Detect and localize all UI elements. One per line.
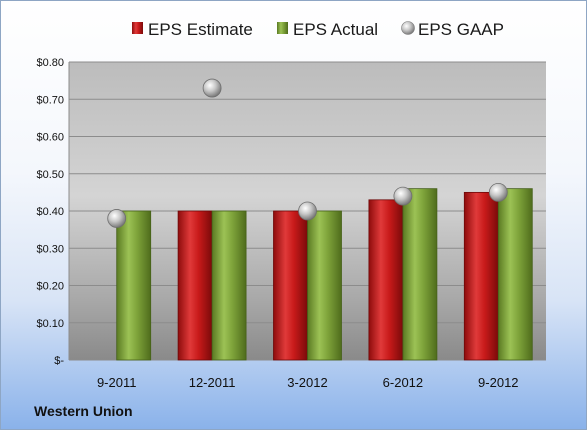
company-name: Western Union: [34, 403, 133, 419]
y-tick-label: $0.80: [36, 57, 64, 69]
x-tick-label: 9-2011: [97, 375, 137, 390]
x-tick-label: 6-2012: [383, 375, 423, 390]
bar-eps-estimate: [463, 191, 499, 361]
y-tick-label: $0.60: [36, 132, 64, 144]
bar-eps-actual: [497, 188, 533, 361]
bar-eps-actual: [211, 210, 247, 361]
bar-eps-actual: [402, 188, 438, 361]
y-tick-label: $0.30: [36, 243, 64, 255]
y-tick-label: $0.50: [36, 169, 64, 181]
legend-swatch: [277, 22, 288, 34]
x-tick-label: 12-2011: [189, 375, 236, 390]
bar-eps-estimate: [368, 199, 404, 361]
y-tick-label: $0.10: [36, 318, 64, 330]
bar-eps-estimate: [273, 210, 308, 361]
point-eps-gaap: [298, 201, 317, 221]
x-tick-label: 9-2012: [478, 375, 518, 390]
legend-label: EPS Actual: [293, 20, 378, 39]
legend-swatch: [401, 21, 415, 35]
y-tick-label: $0.20: [36, 281, 64, 293]
y-tick-label: $0.70: [36, 94, 64, 106]
y-tick-label: $-: [54, 355, 64, 367]
point-eps-gaap: [202, 78, 222, 98]
point-eps-gaap: [393, 186, 413, 206]
point-eps-gaap: [107, 209, 127, 228]
bar-eps-estimate: [177, 210, 213, 361]
bar-eps-actual: [116, 210, 152, 361]
legend-label: EPS Estimate: [148, 20, 253, 39]
legend-label: EPS GAAP: [418, 20, 504, 39]
x-tick-label: 3-2012: [287, 375, 327, 390]
point-eps-gaap: [488, 182, 508, 202]
y-tick-label: $0.40: [36, 206, 64, 218]
plot-area: $- $0.10 $0.20 $0.30 $0.40 $0.50 $0.60 $0.70 $0.…: [36, 57, 546, 390]
legend-swatch: [132, 22, 143, 34]
bar-eps-actual: [307, 210, 342, 361]
legend: EPS Estimate EPS Actual EPS GAAP: [132, 20, 504, 39]
